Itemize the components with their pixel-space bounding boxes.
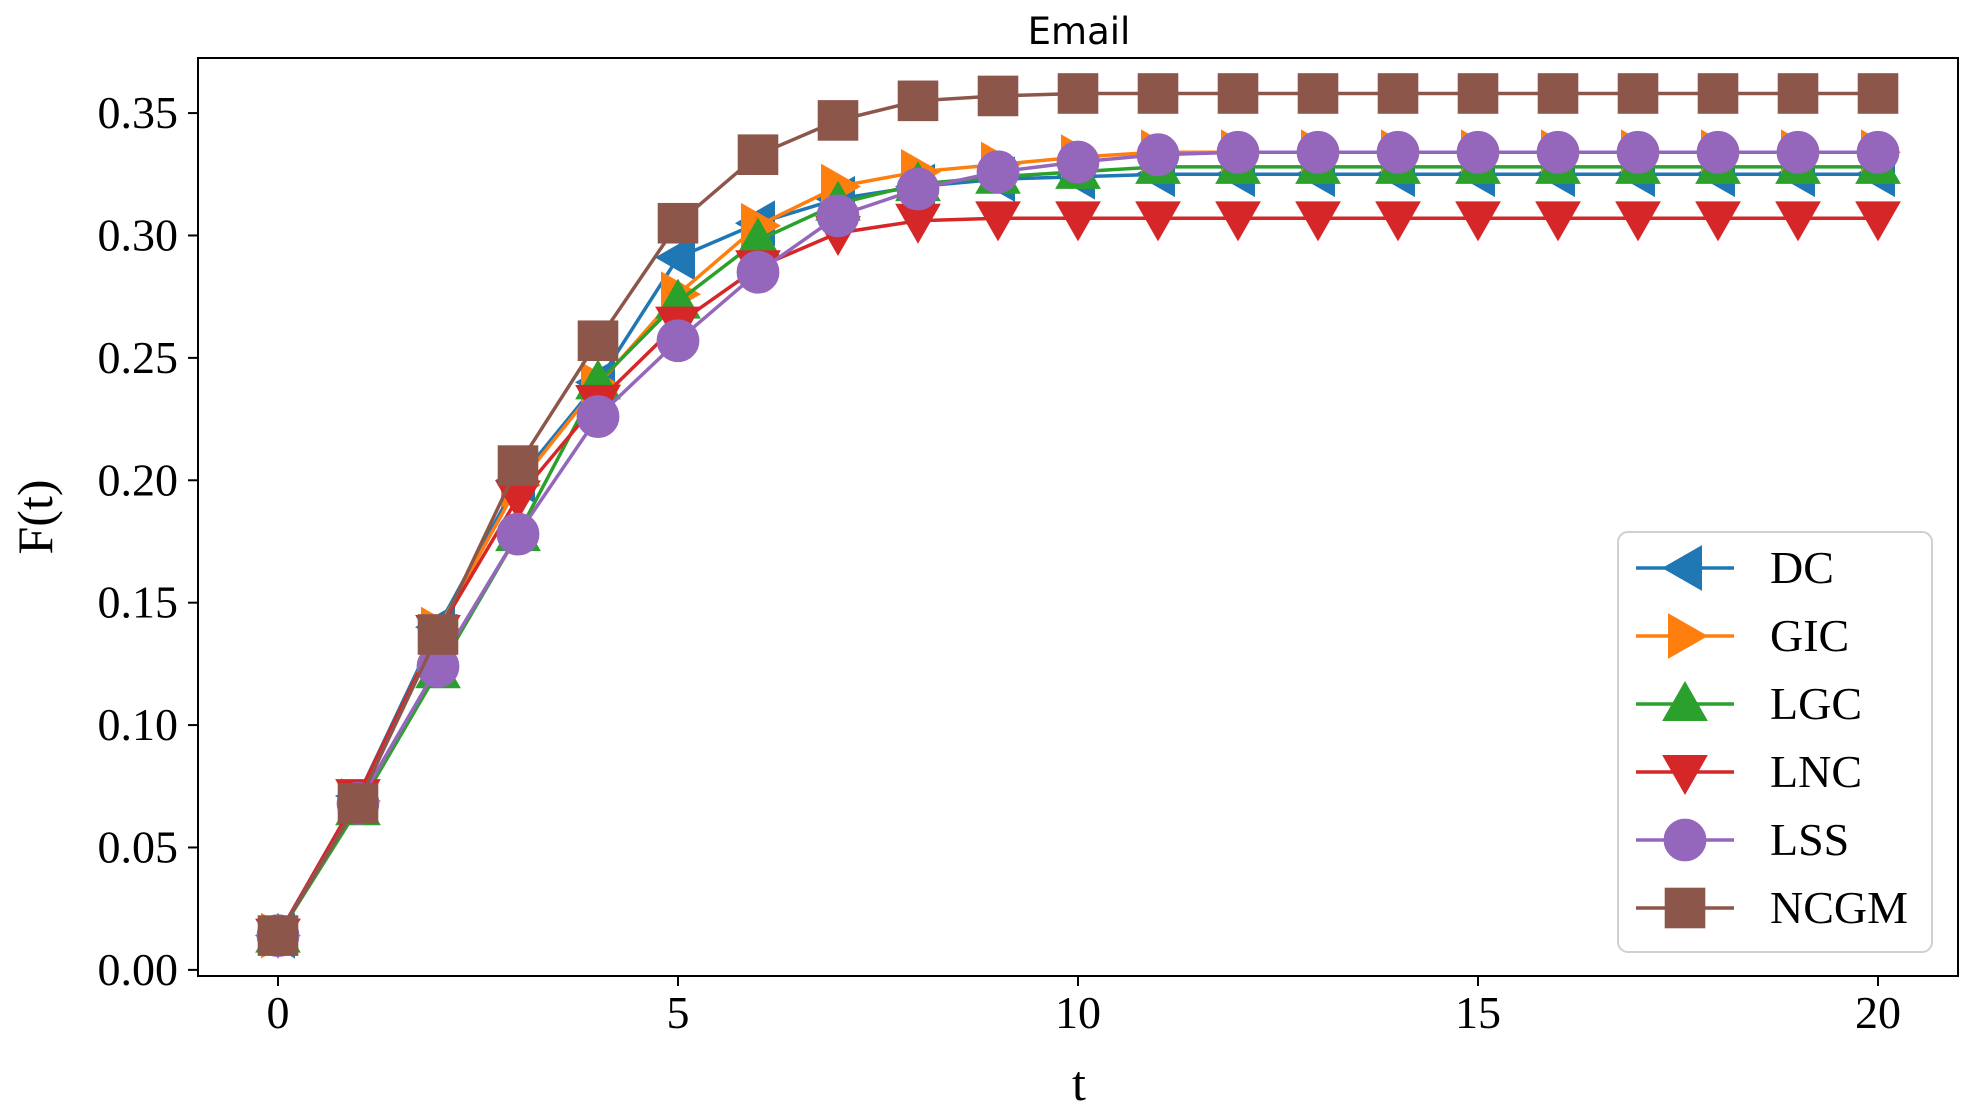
x-tick-label: 10: [1055, 987, 1101, 1038]
legend-item-lss: LSS: [1636, 814, 1849, 865]
data-point-lss: [816, 194, 860, 238]
data-point-lss: [1776, 130, 1820, 174]
data-point-ncgm: [1377, 73, 1419, 114]
data-point-lss: [1056, 140, 1100, 184]
data-point-lnc: [1295, 201, 1341, 242]
data-point-lss: [1536, 130, 1580, 174]
data-point-ncgm: [977, 75, 1019, 117]
legend-marker-gic: [1668, 613, 1709, 659]
legend-marker-lgc: [1662, 680, 1708, 721]
data-point-lss: [896, 167, 940, 211]
y-tick-label: 0.15: [98, 577, 179, 628]
data-point-lnc: [1855, 201, 1901, 242]
data-point-lss: [1856, 130, 1900, 174]
legend: DC GIC LGC LNC LSS NCGM: [1617, 531, 1933, 953]
legend-label-lnc: LNC: [1770, 746, 1862, 797]
data-point-ncgm: [417, 614, 459, 655]
data-point-ncgm: [1777, 73, 1819, 114]
y-axis-label: F(t): [7, 480, 63, 555]
y-tick-label: 0.05: [98, 821, 179, 872]
data-point-ncgm: [657, 202, 699, 244]
data-point-lnc: [1055, 201, 1101, 242]
legend-marker-lnc: [1662, 755, 1708, 796]
data-point-lss: [1216, 130, 1260, 174]
x-axis-label: t: [1072, 1055, 1086, 1108]
data-point-lss: [496, 512, 540, 556]
x-axis-ticks: 0 5 10 15 20: [267, 976, 1901, 1038]
y-tick-label: 0.00: [98, 944, 179, 995]
data-point-lnc: [1375, 201, 1421, 242]
data-point-ncgm: [737, 134, 779, 175]
data-point-ncgm: [1297, 73, 1339, 114]
y-tick-label: 0.20: [98, 454, 179, 505]
y-tick-label: 0.25: [98, 332, 179, 383]
data-point-ncgm: [1537, 73, 1579, 114]
y-tick-label: 0.35: [98, 87, 179, 138]
x-tick-label: 15: [1455, 987, 1501, 1038]
data-point-lss: [1456, 130, 1500, 174]
x-tick-label: 20: [1855, 987, 1901, 1038]
chart-title: Email: [1028, 10, 1131, 53]
y-tick-label: 0.10: [98, 699, 179, 750]
legend-item-gic: GIC: [1636, 610, 1849, 661]
legend-item-dc: DC: [1636, 542, 1834, 593]
x-tick-label: 0: [267, 987, 290, 1038]
y-tick-label: 0.30: [98, 209, 179, 260]
data-point-lnc: [1695, 201, 1741, 242]
data-point-ncgm: [497, 445, 539, 486]
legend-marker-lss: [1663, 818, 1707, 862]
legend-marker-dc: [1661, 545, 1702, 591]
data-point-ncgm: [1617, 73, 1659, 114]
legend-item-lgc: LGC: [1636, 678, 1862, 729]
data-point-lss: [976, 150, 1020, 194]
data-point-ncgm: [1857, 73, 1899, 114]
data-point-ncgm: [897, 80, 939, 122]
data-point-ncgm: [257, 915, 299, 956]
data-point-lnc: [1135, 201, 1181, 242]
data-point-dc: [654, 234, 695, 281]
data-point-lnc: [1455, 201, 1501, 242]
data-point-ncgm: [1057, 73, 1099, 114]
data-point-lss: [576, 395, 620, 439]
data-point-ncgm: [1137, 73, 1179, 114]
data-point-lnc: [1775, 201, 1821, 242]
series-layer: [254, 73, 1902, 959]
legend-item-ncgm: NCGM: [1636, 882, 1908, 933]
data-point-lss: [1376, 130, 1420, 174]
data-point-ncgm: [817, 100, 859, 141]
data-point-lss: [1696, 130, 1740, 174]
data-point-lnc: [1615, 201, 1661, 242]
legend-label-gic: GIC: [1770, 610, 1849, 661]
data-point-lss: [1136, 133, 1180, 177]
data-point-ncgm: [1697, 73, 1739, 114]
data-point-lss: [1616, 130, 1660, 174]
data-point-lnc: [1215, 201, 1261, 242]
legend-label-ncgm: NCGM: [1770, 882, 1908, 933]
data-point-lss: [656, 319, 700, 363]
legend-label-lss: LSS: [1770, 814, 1849, 865]
data-point-ncgm: [1457, 73, 1499, 114]
data-point-lnc: [1535, 201, 1581, 242]
legend-label-lgc: LGC: [1770, 678, 1862, 729]
series-ncgm: [257, 73, 1899, 956]
data-point-ncgm: [577, 320, 619, 362]
data-point-lss: [736, 250, 780, 294]
y-axis-ticks: 0.00 0.05 0.10 0.15 0.20 0.25 0.30 0.35: [98, 87, 198, 995]
legend-item-lnc: LNC: [1636, 746, 1862, 797]
x-tick-label: 5: [667, 987, 690, 1038]
data-point-ncgm: [1217, 73, 1259, 114]
legend-marker-ncgm: [1664, 887, 1706, 929]
data-point-lnc: [975, 201, 1021, 242]
data-point-ncgm: [337, 783, 379, 824]
legend-label-dc: DC: [1770, 542, 1834, 593]
data-point-lss: [1296, 130, 1340, 174]
